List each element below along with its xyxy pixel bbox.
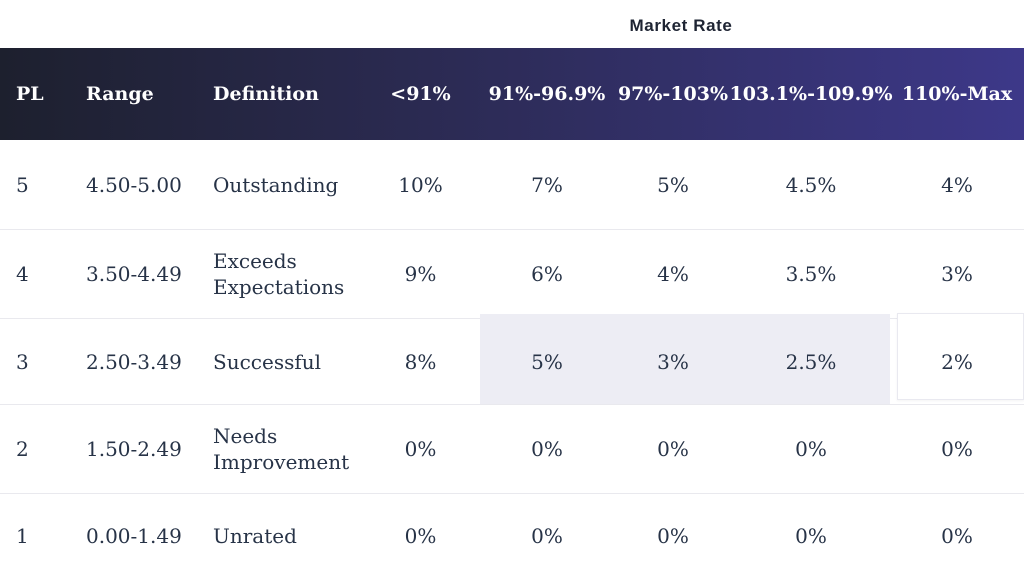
rate-cell: 0% [795, 524, 827, 548]
merit-matrix-table: PL Range Definition <91% 91%-96.9% 97%-1… [0, 48, 1024, 578]
rate-cell: 0% [941, 524, 973, 548]
range-cell: 4.50-5.00 [86, 172, 182, 197]
rate-cell-highlighted: 5% [480, 314, 614, 404]
rate-cell: 0% [795, 437, 827, 461]
definition-cell: Unrated [213, 524, 297, 548]
pl-cell: 1 [16, 524, 29, 548]
rate-cell: 0% [657, 524, 689, 548]
rate-cell-selected[interactable]: 2% [890, 313, 1024, 404]
column-header-lt91: <91% [390, 83, 451, 105]
range-cell: 3.50-4.49 [86, 262, 182, 286]
column-header-103-109: 103.1%-109.9% [729, 83, 893, 105]
rate-cell: 4% [657, 262, 689, 286]
column-header-range: Range [86, 83, 154, 105]
table-row: 2 1.50-2.49 Needs Improvement 0% 0% 0% 0… [0, 404, 1024, 493]
rate-cell: 0% [404, 437, 437, 461]
definition-cell: Exceeds Expectations [213, 249, 345, 299]
rate-cell: 0% [531, 524, 563, 548]
rate-cell: 0% [657, 437, 689, 461]
rate-cell: 3.5% [785, 262, 837, 286]
column-header-pl: PL [16, 83, 44, 105]
market-rate-title: Market Rate [629, 16, 733, 35]
rate-cell: 6% [531, 262, 563, 286]
rate-cell: 7% [531, 172, 563, 197]
range-cell: 0.00-1.49 [86, 524, 182, 548]
pl-cell: 3 [16, 349, 29, 374]
definition-cell: Outstanding [213, 172, 339, 197]
rate-cell: 3% [941, 262, 973, 286]
range-cell: 1.50-2.49 [86, 437, 182, 461]
column-header-91-96: 91%-96.9% [488, 83, 606, 105]
selected-rate-value: 2% [941, 349, 973, 374]
rate-cell: 0% [531, 437, 563, 461]
table-row: 4 3.50-4.49 Exceeds Expectations 9% 6% 4… [0, 229, 1024, 318]
table-header-row: PL Range Definition <91% 91%-96.9% 97%-1… [0, 48, 1024, 140]
rate-cell: 9% [404, 262, 437, 286]
rate-cell: 0% [404, 524, 437, 548]
table-row: 1 0.00-1.49 Unrated 0% 0% 0% 0% 0% [0, 493, 1024, 578]
rate-cell-highlighted: 2.5% [732, 314, 890, 404]
column-header-97-103: 97%-103% [617, 83, 729, 105]
rate-cell: 4% [941, 172, 973, 197]
selected-rate-card [897, 313, 1024, 400]
rate-cell: 5% [657, 172, 689, 197]
rate-cell: 0% [941, 437, 973, 461]
definition-cell: Successful [213, 349, 322, 374]
table-row-highlighted: 3 2.50-3.49 Successful 8% 5% 3% 2.5% 2% [0, 313, 1024, 404]
definition-cell: Needs Improvement [213, 424, 350, 474]
column-header-definition: Definition [213, 83, 319, 105]
rate-cell-highlighted: 3% [614, 314, 732, 404]
pl-cell: 5 [16, 172, 29, 197]
rate-cell: 8% [404, 349, 437, 374]
range-cell: 2.50-3.49 [86, 349, 182, 374]
rate-cell: 10% [398, 172, 443, 197]
table-row: 5 4.50-5.00 Outstanding 10% 7% 5% 4.5% 4… [0, 140, 1024, 229]
pl-cell: 2 [16, 437, 29, 461]
rate-cell: 4.5% [785, 172, 837, 197]
pl-cell: 4 [16, 262, 29, 286]
column-header-110-max: 110%-Max [901, 83, 1013, 105]
